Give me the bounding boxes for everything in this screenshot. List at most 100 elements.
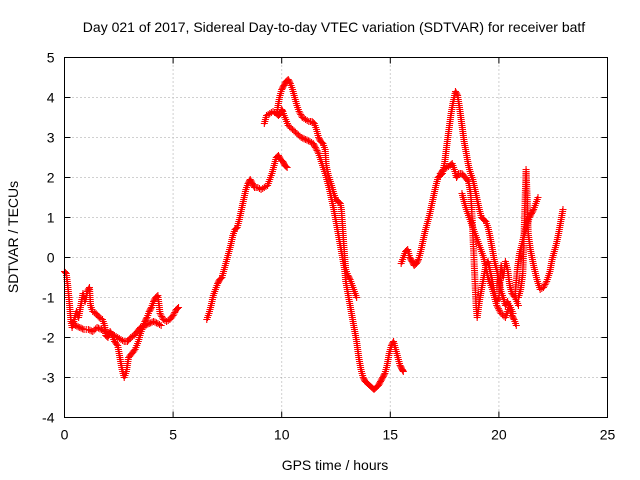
data-point: [153, 293, 161, 300]
data-point: [141, 322, 149, 329]
data-point: [509, 310, 517, 317]
data-point: [170, 310, 178, 318]
data-point: [119, 337, 127, 344]
data-point: [158, 313, 166, 320]
data-point: [175, 304, 183, 311]
data-point: [353, 294, 361, 301]
data-point: [541, 281, 549, 288]
data-point: [156, 321, 164, 328]
data-point: [93, 324, 101, 331]
data-point: [74, 323, 82, 331]
data-point: [276, 111, 284, 118]
data-point: [142, 321, 150, 329]
y-tick-label: -1: [42, 290, 55, 306]
x-tick-label: 25: [600, 427, 616, 443]
data-point: [335, 199, 343, 206]
data-point: [77, 324, 85, 332]
y-tick-label: -3: [42, 370, 55, 386]
data-point: [300, 135, 308, 143]
data-point: [105, 329, 113, 337]
data-point: [97, 326, 105, 333]
y-tick-label: -4: [42, 410, 55, 426]
data-point: [71, 322, 79, 329]
data-point: [414, 257, 422, 265]
x-tick-label: 5: [169, 427, 177, 443]
data-point: [529, 207, 537, 215]
data-point: [217, 275, 225, 282]
x-axis-label: GPS time / hours: [282, 457, 389, 473]
data-point: [495, 306, 503, 314]
data-point: [345, 274, 353, 282]
data-point: [453, 90, 461, 98]
data-point: [286, 78, 294, 86]
data-point: [399, 368, 407, 375]
x-tick-label: 20: [491, 427, 507, 443]
data-point: [303, 136, 311, 144]
data-point: [76, 324, 84, 331]
data-point: [157, 311, 165, 319]
data-point: [145, 320, 153, 327]
data-point: [283, 164, 291, 171]
data-point: [102, 328, 110, 335]
y-tick-label: 2: [47, 170, 55, 186]
data-point: [79, 325, 87, 333]
data-point: [144, 320, 152, 328]
data-point: [297, 111, 305, 118]
data-point: [147, 305, 155, 313]
data-point: [314, 148, 322, 156]
data-point: [151, 318, 159, 326]
data-point: [142, 315, 150, 323]
data-point: [103, 328, 111, 336]
data-point: [313, 147, 321, 154]
data-point: [150, 318, 158, 325]
data-point: [171, 309, 179, 316]
data-point: [99, 326, 107, 334]
data-point: [96, 325, 104, 333]
data-point: [138, 323, 146, 331]
data-point: [100, 327, 108, 335]
data-point: [108, 330, 116, 338]
data-point: [539, 284, 547, 291]
data-point: [152, 319, 160, 327]
y-tick-label: 0: [47, 250, 55, 266]
data-markers: [61, 76, 567, 393]
data-point: [559, 206, 567, 213]
x-tick-label: 15: [383, 427, 399, 443]
data-point: [297, 134, 305, 141]
data-point: [73, 322, 81, 330]
y-axis-label: SDTVAR / TECUs: [5, 181, 21, 293]
data-point: [106, 330, 114, 337]
data-point: [296, 109, 304, 117]
data-point: [542, 279, 550, 287]
data-point: [380, 371, 388, 379]
x-tick-label: 0: [61, 427, 69, 443]
data-point: [169, 312, 177, 319]
data-point: [232, 225, 240, 232]
data-point: [84, 326, 92, 333]
data-point: [173, 305, 181, 312]
data-point: [514, 302, 522, 309]
data-point: [87, 327, 95, 335]
data-point: [137, 324, 145, 331]
data-point: [61, 269, 69, 276]
x-tick-label: 10: [274, 427, 290, 443]
data-point: [311, 144, 319, 151]
data-point: [156, 310, 164, 317]
data-point: [295, 108, 303, 115]
data-point: [540, 282, 548, 290]
chart-title: Day 021 of 2017, Sidereal Day-to-day VTE…: [83, 19, 586, 35]
plot-frame: [64, 57, 608, 418]
data-point: [312, 145, 320, 153]
data-point: [113, 340, 121, 348]
data-point: [157, 322, 165, 329]
data-point: [493, 302, 501, 309]
data-point: [109, 331, 117, 339]
y-tick-label: 1: [47, 210, 55, 226]
data-point: [282, 163, 290, 170]
y-tick-label: 4: [47, 90, 55, 106]
y-tick-label: -2: [42, 330, 55, 346]
data-point: [494, 303, 502, 311]
data-point: [534, 194, 542, 201]
data-point: [299, 134, 307, 142]
